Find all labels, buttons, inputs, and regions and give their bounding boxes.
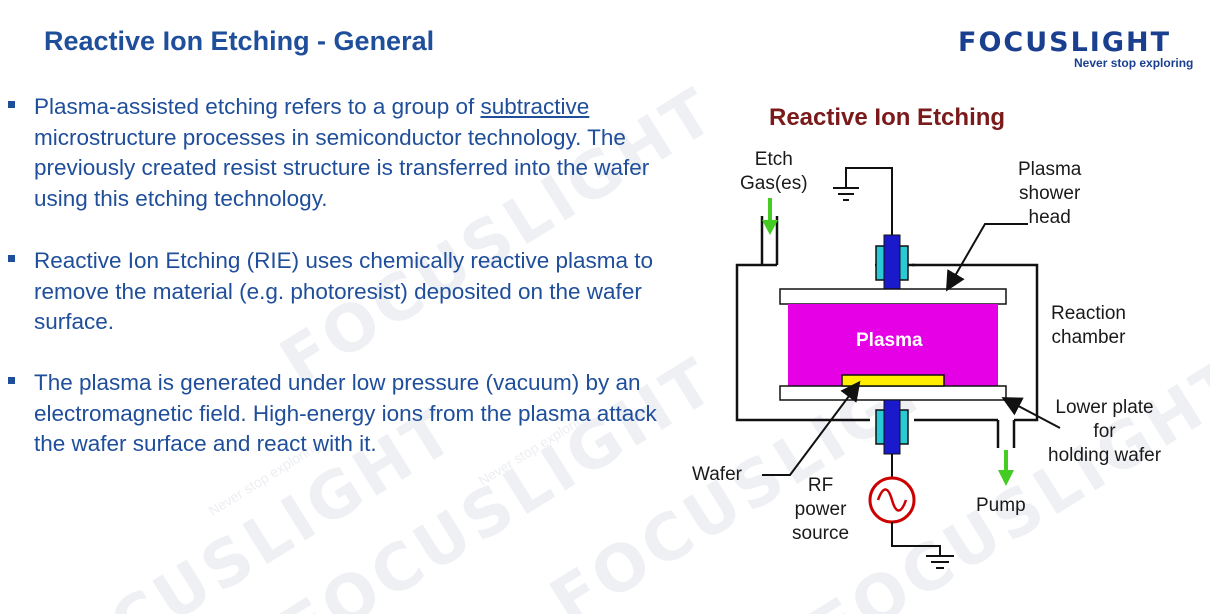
label-line: chamber <box>1051 327 1126 348</box>
label-line: holding wafer <box>1048 445 1162 466</box>
chamber-top-right <box>912 263 1039 422</box>
bullet-text: Plasma-assisted etching refers to a grou… <box>34 92 694 214</box>
label-line: head <box>1028 207 1071 228</box>
label-line: Lower plate <box>1055 397 1154 418</box>
pump-outlet-pipe <box>996 420 1016 448</box>
label-reaction-chamber: Reaction chamber <box>1051 302 1126 350</box>
label-etch-gas: Etch Gas(es) <box>740 148 808 196</box>
label-line: Plasma <box>1018 159 1082 180</box>
rie-schematic <box>735 167 1061 569</box>
brand-logo: FOCUSLIGHT Never stop exploring <box>958 27 1203 71</box>
wafer-leader <box>762 380 861 476</box>
plasma-region <box>788 304 998 386</box>
label-shower-head: Plasma shower head <box>1018 158 1081 230</box>
lower-plate <box>779 385 1007 401</box>
bottom-ground-symbol <box>926 555 954 569</box>
shower-head-leader <box>945 223 1028 292</box>
bottom-electrode <box>883 399 901 455</box>
rf-ground-wire <box>891 522 941 556</box>
pump-outflow-arrowhead <box>998 470 1014 486</box>
label-line: source <box>792 523 850 544</box>
label-line: RF <box>807 475 834 496</box>
bullet-text-part: microstructure processes in semiconducto… <box>34 124 650 211</box>
gas-inflow-arrowhead <box>762 220 778 235</box>
label-line: Gas(es) <box>740 173 808 194</box>
label-line: power <box>794 499 847 520</box>
bullet-text: The plasma is generated under low pressu… <box>34 370 657 456</box>
bullet-marker <box>8 377 15 384</box>
lower-plate-leader <box>1001 397 1061 429</box>
label-line: Etch <box>754 149 793 170</box>
underlined-term: subtractive <box>480 94 590 119</box>
wafer <box>841 374 945 387</box>
bullet-text-part: Plasma-assisted etching refers to a grou… <box>34 94 481 119</box>
label-rf-source: RF power source <box>792 474 849 546</box>
slide-title: Reactive Ion Etching - General <box>44 26 435 56</box>
bullet-marker <box>8 101 15 108</box>
shower-head-plate <box>779 288 1007 305</box>
label-pump: Pump <box>976 495 1026 516</box>
bullet-text: Reactive Ion Etching (RIE) uses chemical… <box>34 248 654 334</box>
label-wafer: Wafer <box>692 464 742 485</box>
label-line: shower <box>1019 183 1081 204</box>
label-line: for <box>1093 421 1116 442</box>
bullet-marker <box>8 255 15 262</box>
logo-wordmark: FOCUSLIGHT <box>958 27 1172 58</box>
gas-inlet-pipe <box>760 216 779 265</box>
rf-sine-wave <box>876 488 908 512</box>
chamber-top-wall <box>735 263 870 422</box>
top-ground-symbol <box>833 187 859 201</box>
top-ground-wire <box>845 167 893 242</box>
label-lower-plate: Lower plate for holding wafer <box>1048 396 1161 468</box>
top-electrode <box>883 234 901 290</box>
diagram-title: Reactive Ion Etching <box>769 104 1006 131</box>
label-plasma: Plasma <box>856 330 923 351</box>
rie-diagram: Reactive Ion Etching Etch Gas(es) Plasma… <box>680 88 1200 588</box>
logo-tagline: Never stop exploring <box>1074 56 1194 70</box>
label-line: Reaction <box>1051 303 1126 324</box>
